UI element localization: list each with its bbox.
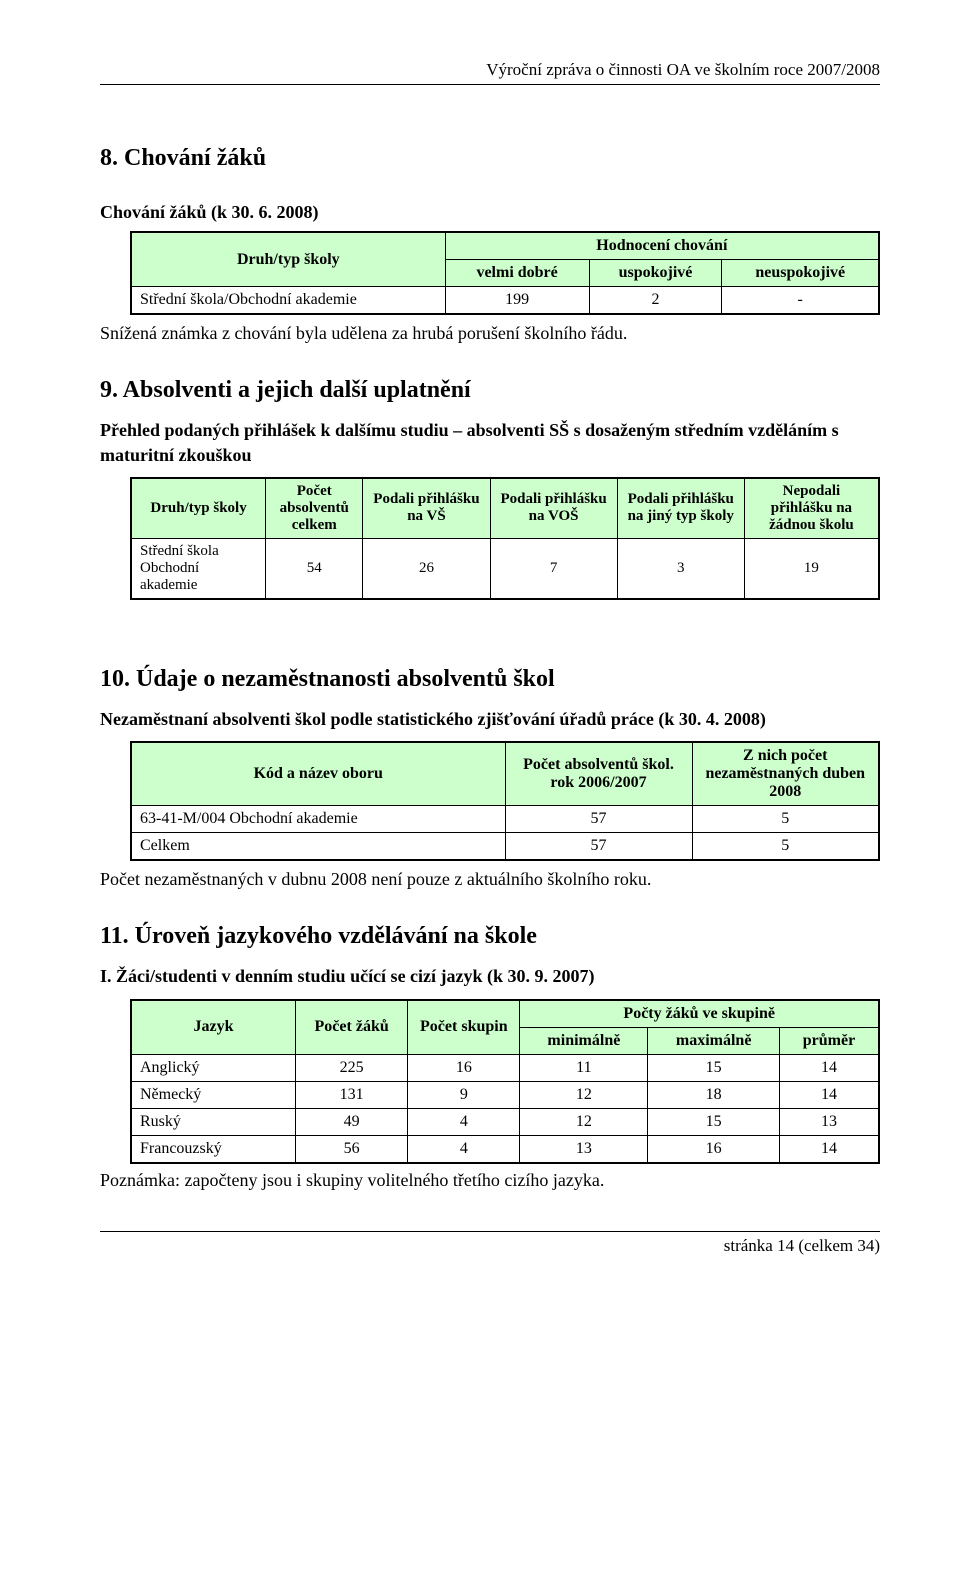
cell: 14: [779, 1135, 879, 1163]
cell: 16: [648, 1135, 780, 1163]
cell: 15: [648, 1108, 780, 1135]
cell-total-label: Celkem: [131, 833, 505, 861]
table-header-row: Druh/typ školy Hodnocení chování: [131, 232, 879, 260]
section8-note: Snížená známka z chování byla udělena za…: [100, 321, 880, 345]
section10-note: Počet nezaměstnaných v dubnu 2008 není p…: [100, 867, 880, 891]
col-vs: Podali přihlášku na VŠ: [363, 478, 490, 539]
section11-subheading: I. Žáci/studenti v denním studiu učící s…: [100, 964, 880, 988]
table-header-row: Druh/typ školy Počet absolventů celkem P…: [131, 478, 879, 539]
cell-other: 3: [617, 538, 744, 599]
page-footer: stránka 14 (celkem 34): [100, 1231, 880, 1256]
cell: 225: [296, 1054, 408, 1081]
table-row: Střední škola Obchodní akademie 54 26 7 …: [131, 538, 879, 599]
table-header-row: Jazyk Počet žáků Počet skupin Počty žáků…: [131, 1000, 879, 1028]
section8-subheading: Chování žáků (k 30. 6. 2008): [100, 202, 880, 223]
graduates-table: Druh/typ školy Počet absolventů celkem P…: [130, 477, 880, 600]
section11-note: Poznámka: započteny jsou i skupiny volit…: [100, 1170, 880, 1191]
col-other: Podali přihlášku na jiný typ školy: [617, 478, 744, 539]
col-groups: Počet skupin: [408, 1000, 520, 1055]
cell: 13: [520, 1135, 648, 1163]
cell-school: Střední škola/Obchodní akademie: [131, 287, 445, 315]
col-language: Jazyk: [131, 1000, 296, 1055]
table-header-row: Kód a název oboru Počet absolventů škol.…: [131, 742, 879, 806]
col-very-good: velmi dobré: [445, 260, 589, 287]
cell: 49: [296, 1108, 408, 1135]
cell: 15: [648, 1054, 780, 1081]
col-unsatisfactory: neuspokojivé: [722, 260, 879, 287]
cell: 4: [408, 1108, 520, 1135]
table-row: Celkem 57 5: [131, 833, 879, 861]
cell: 9: [408, 1081, 520, 1108]
table-row: Německý 131 9 12 18 14: [131, 1081, 879, 1108]
cell-school: Střední škola Obchodní akademie: [131, 538, 266, 599]
col-satisfactory: uspokojivé: [589, 260, 722, 287]
col-total: Počet absolventů celkem: [266, 478, 363, 539]
cell: 4: [408, 1135, 520, 1163]
cell-lang: Ruský: [131, 1108, 296, 1135]
table-row: 63-41-M/004 Obchodní akademie 57 5: [131, 806, 879, 833]
cell: 14: [779, 1054, 879, 1081]
cell-lang: Anglický: [131, 1054, 296, 1081]
table-row: Ruský 49 4 12 15 13: [131, 1108, 879, 1135]
cell-unemp: 5: [692, 806, 879, 833]
col-group-counts: Počty žáků ve skupině: [520, 1000, 879, 1028]
page-header: Výroční zpráva o činnosti OA ve školním …: [100, 60, 880, 85]
unemployment-table: Kód a název oboru Počet absolventů škol.…: [130, 741, 880, 861]
col-school-type: Druh/typ školy: [131, 232, 445, 287]
col-none: Nepodali přihlášku na žádnou školu: [744, 478, 879, 539]
cell: 16: [408, 1054, 520, 1081]
cell: 14: [779, 1081, 879, 1108]
languages-table: Jazyk Počet žáků Počet skupin Počty žáků…: [130, 999, 880, 1164]
col-school-type: Druh/typ školy: [131, 478, 266, 539]
section9-subheading: Přehled podaných přihlášek k dalšímu stu…: [100, 418, 880, 467]
section11-heading: 11. Úroveň jazykového vzdělávání na škol…: [100, 923, 880, 950]
cell: 56: [296, 1135, 408, 1163]
cell-none: 19: [744, 538, 879, 599]
col-unemployed: Z nich počet nezaměstnaných duben 2008: [692, 742, 879, 806]
cell: 12: [520, 1081, 648, 1108]
page: Výroční zpráva o činnosti OA ve školním …: [0, 0, 960, 1296]
col-evaluation-group: Hodnocení chování: [445, 232, 879, 260]
col-vos: Podali přihlášku na VOŠ: [490, 478, 617, 539]
behavior-table: Druh/typ školy Hodnocení chování velmi d…: [130, 231, 880, 315]
cell-lang: Německý: [131, 1081, 296, 1108]
col-max: maximálně: [648, 1027, 780, 1054]
cell-neuspokojive: -: [722, 287, 879, 315]
section9-heading: 9. Absolventi a jejich další uplatnění: [100, 377, 880, 404]
cell: 11: [520, 1054, 648, 1081]
cell-total-grads: 57: [505, 833, 692, 861]
cell: 131: [296, 1081, 408, 1108]
cell: 12: [520, 1108, 648, 1135]
col-students: Počet žáků: [296, 1000, 408, 1055]
col-grads: Počet absolventů škol. rok 2006/2007: [505, 742, 692, 806]
cell-grads: 57: [505, 806, 692, 833]
cell-vs: 26: [363, 538, 490, 599]
cell: 13: [779, 1108, 879, 1135]
cell: 18: [648, 1081, 780, 1108]
col-min: minimálně: [520, 1027, 648, 1054]
table-row: Francouzský 56 4 13 16 14: [131, 1135, 879, 1163]
table-row: Anglický 225 16 11 15 14: [131, 1054, 879, 1081]
col-field: Kód a název oboru: [131, 742, 505, 806]
cell-uspokojive: 2: [589, 287, 722, 315]
section8-heading: 8. Chování žáků: [100, 145, 880, 172]
cell-vos: 7: [490, 538, 617, 599]
table-row: Střední škola/Obchodní akademie 199 2 -: [131, 287, 879, 315]
cell-total: 54: [266, 538, 363, 599]
section10-heading: 10. Údaje o nezaměstnanosti absolventů š…: [100, 666, 880, 693]
col-avg: průměr: [779, 1027, 879, 1054]
section10-subheading: Nezaměstnaní absolventi škol podle stati…: [100, 707, 880, 731]
cell-velmi-dobre: 199: [445, 287, 589, 315]
cell-code: 63-41-M/004 Obchodní akademie: [131, 806, 505, 833]
cell-total-unemp: 5: [692, 833, 879, 861]
cell-lang: Francouzský: [131, 1135, 296, 1163]
